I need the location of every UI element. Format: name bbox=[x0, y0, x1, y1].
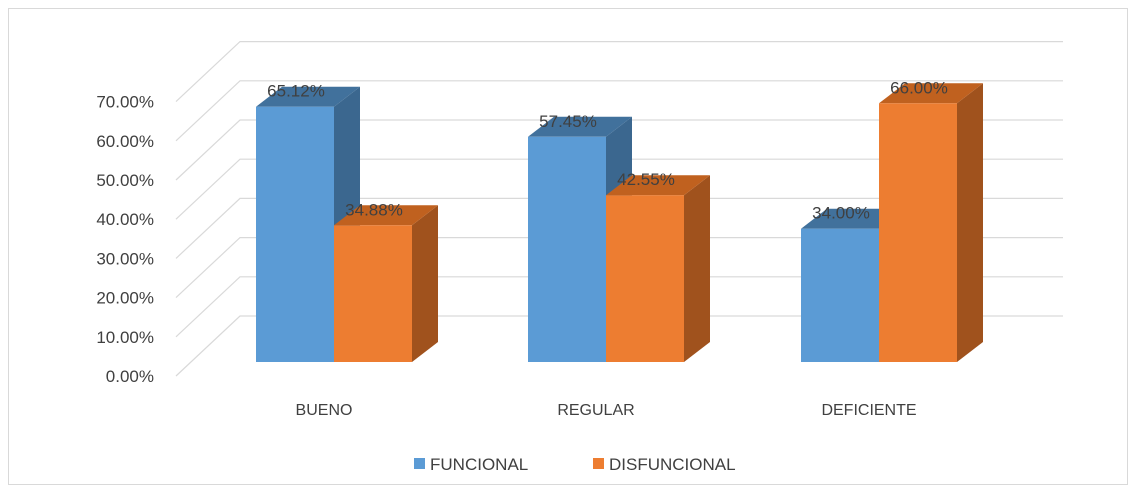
gridline bbox=[175, 197, 1063, 259]
gridline bbox=[175, 315, 1063, 377]
bar-front-face bbox=[256, 106, 334, 362]
gridlines bbox=[175, 40, 1063, 377]
legend-swatch-funcional bbox=[414, 458, 425, 469]
y-tick-label: 0.00% bbox=[106, 367, 154, 386]
gridline bbox=[175, 80, 1063, 142]
bar-front-face bbox=[606, 195, 684, 362]
y-tick-label: 70.00% bbox=[96, 93, 154, 112]
bars bbox=[256, 83, 983, 363]
bar-front-face bbox=[528, 136, 606, 362]
y-tick-label: 50.00% bbox=[96, 171, 154, 190]
data-label: 66.00% bbox=[890, 78, 948, 97]
legend-label-funcional: FUNCIONAL bbox=[430, 455, 528, 474]
bar-disfuncional-deficiente bbox=[879, 83, 983, 362]
legend-swatch-disfuncional bbox=[593, 458, 604, 469]
data-label: 34.00% bbox=[812, 204, 870, 223]
gridline bbox=[175, 276, 1063, 338]
bar-top-face bbox=[334, 205, 438, 226]
data-label: 65.12% bbox=[267, 82, 325, 101]
y-tick-label: 30.00% bbox=[96, 249, 154, 268]
bar-disfuncional-bueno bbox=[334, 205, 438, 362]
gridline bbox=[175, 158, 1063, 220]
bar-top-face bbox=[879, 83, 983, 104]
bar-side-face bbox=[412, 205, 438, 362]
legend: FUNCIONAL DISFUNCIONAL bbox=[414, 455, 736, 474]
x-category-label: DEFICIENTE bbox=[821, 402, 916, 419]
bar-side-face bbox=[957, 83, 983, 362]
bar-top-face bbox=[528, 116, 632, 137]
data-label: 42.55% bbox=[617, 170, 675, 189]
bar-top-face bbox=[606, 175, 710, 196]
gridline bbox=[175, 40, 1063, 103]
y-tick-label: 60.00% bbox=[96, 132, 154, 151]
bar-front-face bbox=[334, 225, 412, 362]
y-axis-ticks: 0.00% 10.00% 20.00% 30.00% 40.00% 50.00% 60.00… bbox=[96, 93, 154, 386]
bar-front-face bbox=[801, 228, 879, 362]
y-tick-label: 40.00% bbox=[96, 210, 154, 229]
data-label: 57.45% bbox=[539, 112, 597, 131]
bar-front-face bbox=[879, 103, 957, 362]
x-category-label: REGULAR bbox=[557, 402, 634, 419]
gridline bbox=[175, 119, 1063, 181]
x-category-label: BUENO bbox=[296, 402, 353, 419]
data-label: 34.88% bbox=[345, 200, 403, 219]
x-axis-categories: BUENO REGULAR DEFICIENTE bbox=[296, 402, 917, 419]
legend-label-disfuncional: DISFUNCIONAL bbox=[609, 455, 736, 474]
bar-top-face bbox=[256, 86, 360, 107]
gridline bbox=[175, 237, 1063, 299]
y-tick-label: 10.00% bbox=[96, 328, 154, 347]
bar-disfuncional-regular bbox=[606, 175, 710, 362]
y-tick-label: 20.00% bbox=[96, 289, 154, 308]
bar-side-face bbox=[684, 175, 710, 362]
data-labels: 65.12% 34.88% 57.45% 42.55% 34.00% 66.00% bbox=[267, 78, 948, 222]
